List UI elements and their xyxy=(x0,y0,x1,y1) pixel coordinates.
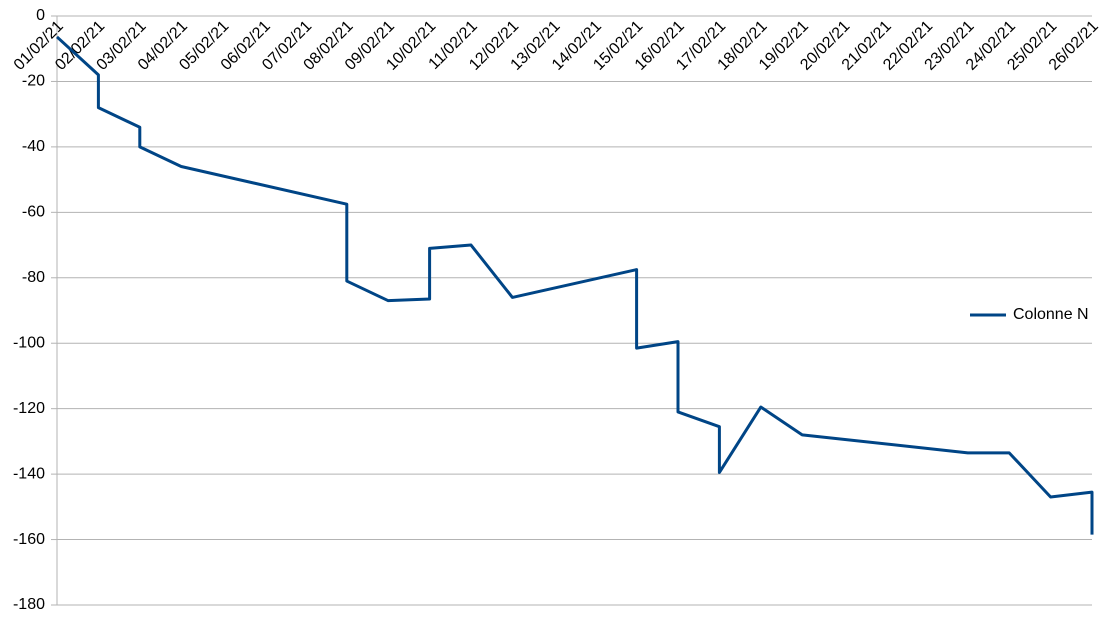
data-line xyxy=(55,35,1094,535)
y-tick-label: -180 xyxy=(13,596,45,613)
y-tick-label: -20 xyxy=(22,73,45,90)
y-tick-label: 0 xyxy=(36,7,45,24)
y-tick-label: -100 xyxy=(13,334,45,351)
y-tick-label: -120 xyxy=(13,400,45,417)
y-tick-label: -60 xyxy=(22,204,45,221)
y-tick-label: -160 xyxy=(13,531,45,548)
legend-label: Colonne N xyxy=(1013,306,1089,323)
y-tick-label: -40 xyxy=(22,138,45,155)
y-tick-label: -140 xyxy=(13,465,45,482)
y-tick-label: -80 xyxy=(22,269,45,286)
